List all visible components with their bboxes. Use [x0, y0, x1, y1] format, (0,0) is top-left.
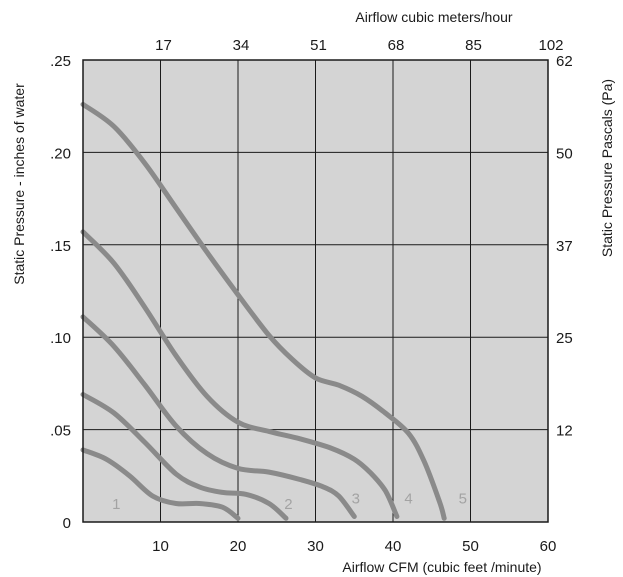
y-right-tick-label: 25: [556, 330, 573, 347]
y-right-tick-label: 12: [556, 423, 573, 440]
y-left-tick-label: .25: [50, 53, 71, 70]
curve-label-3: 3: [352, 491, 360, 508]
curve-labels: 1 2 3 4 5: [112, 491, 467, 514]
performance-curves: [80, 101, 447, 521]
y-right-tick-label: 50: [556, 145, 573, 162]
y-left-tick-label: .05: [50, 423, 71, 440]
curve-2: [80, 392, 289, 521]
x-bottom-tick-label: 30: [307, 538, 324, 555]
y-right-tick-label: 37: [556, 238, 573, 255]
x-bottom-tick-label: 60: [540, 538, 557, 555]
x-top-tick-label: 51: [310, 37, 327, 54]
bottom-axis-title: Airflow CFM (cubic feet /minute): [342, 559, 541, 575]
y-right-tick-label: 62: [556, 53, 573, 70]
plot-frame: [82, 59, 549, 523]
curve-label-5: 5: [459, 491, 467, 508]
curve-label-4: 4: [404, 491, 412, 508]
x-top-tick-label: 85: [465, 37, 482, 54]
x-top-tick-label: 17: [155, 37, 172, 54]
y-left-tick-label: .10: [50, 330, 71, 347]
y-left-tick-label: .15: [50, 238, 71, 255]
curve-label-2: 2: [284, 496, 292, 513]
curve-4: [80, 229, 400, 519]
y-left-tick-label: 0: [63, 515, 71, 532]
left-axis-title: Static Pressure - inches of water: [11, 83, 27, 285]
x-top-tick-label: 102: [538, 37, 563, 54]
curve-1: [80, 447, 241, 521]
x-bottom-tick-label: 50: [462, 538, 479, 555]
top-axis-title: Airflow cubic meters/hour: [355, 9, 513, 25]
curve-label-1: 1: [112, 496, 120, 513]
x-bottom-tick-label: 20: [230, 538, 247, 555]
x-top-tick-label: 34: [233, 37, 250, 54]
curve-3: [80, 314, 357, 519]
x-bottom-tick-label: 40: [385, 538, 402, 555]
x-top-tick-label: 68: [388, 37, 405, 54]
y-left-tick-label: .20: [50, 145, 71, 162]
right-axis-title: Static Pressure Pascals (Pa): [599, 79, 615, 257]
x-bottom-tick-label: 10: [152, 538, 169, 555]
curve-5: [80, 101, 447, 521]
